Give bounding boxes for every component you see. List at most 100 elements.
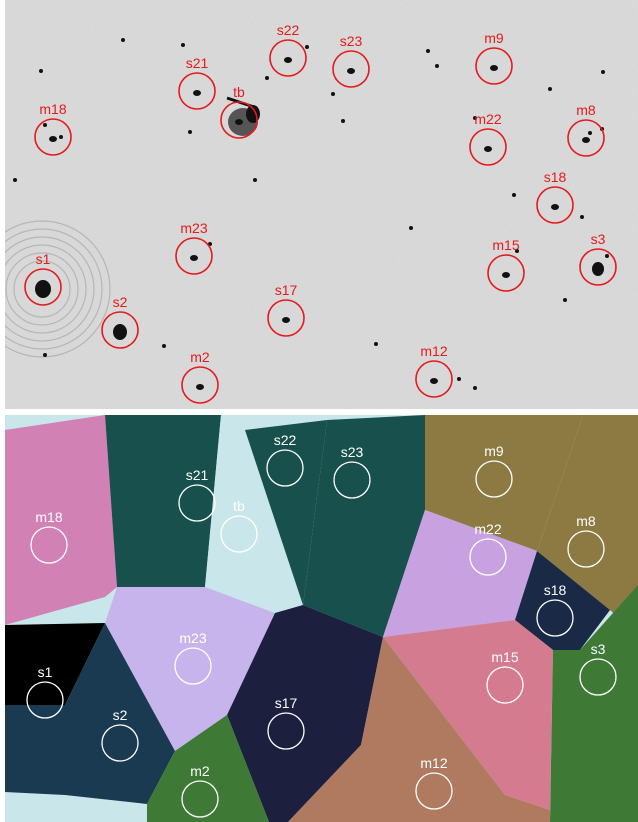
source-circle (567, 119, 605, 157)
region-s2 (5, 623, 175, 804)
star-point (331, 92, 335, 96)
star-point (188, 130, 192, 134)
region-circle (181, 780, 219, 818)
star-point (39, 69, 43, 73)
source-label: m9 (484, 30, 504, 46)
region-marker-s18: s18 (536, 582, 574, 637)
region-circle (469, 538, 507, 576)
source-label: s21 (186, 55, 209, 71)
star-point (162, 344, 166, 348)
source-label: m15 (492, 237, 519, 253)
star-point (473, 386, 477, 390)
star-point (121, 38, 125, 42)
source-marker-m12: m12 (415, 343, 453, 398)
region-label: s1 (38, 664, 53, 680)
region-marker-s1: s1 (26, 664, 64, 719)
region-s17 (227, 605, 383, 822)
source-circle (101, 311, 139, 349)
region-label: m15 (491, 649, 518, 665)
region-marker-m9: m9 (475, 443, 513, 498)
source-blob (49, 136, 57, 142)
source-blob (594, 266, 602, 272)
region-marker-m12: m12 (415, 755, 453, 810)
source-circle (475, 47, 513, 85)
source-marker-tb: tb (220, 84, 258, 139)
star-point (253, 178, 257, 182)
source-label: m12 (420, 343, 447, 359)
star-point (435, 64, 439, 68)
source-blob (430, 378, 438, 384)
source-blob (39, 286, 47, 292)
region-marker-s17: s17 (267, 695, 305, 750)
region-label: m8 (576, 513, 596, 529)
region-s21 (105, 415, 221, 587)
region-label: s23 (341, 444, 364, 460)
source-circle (332, 50, 370, 88)
source-marker-m9: m9 (475, 30, 513, 85)
source-marker-s3: s3 (579, 231, 617, 286)
region-s1 (5, 623, 105, 705)
region-label: s2 (113, 707, 128, 723)
region-label: m22 (474, 521, 501, 537)
star-point (43, 123, 47, 127)
sky-noise-texture (5, 0, 638, 409)
source-circle (175, 237, 213, 275)
region-label: m12 (420, 755, 447, 771)
region-label: s18 (544, 582, 567, 598)
star-point (588, 131, 592, 135)
source-blob (193, 90, 201, 96)
region-marker-s23: s23 (333, 444, 371, 499)
region-m8 (537, 415, 638, 637)
source-label: m18 (39, 101, 66, 117)
star-point (305, 45, 309, 49)
source-label: s22 (277, 22, 300, 38)
region-m9 (425, 415, 583, 551)
region-m2 (147, 715, 269, 822)
source-label: s18 (544, 169, 567, 185)
source-marker-m18: m18 (34, 101, 72, 156)
source-circle (24, 268, 62, 306)
region-circle (220, 515, 258, 553)
source-marker-m2: m2 (181, 349, 219, 404)
region-tb (205, 415, 303, 613)
source-label: s23 (340, 33, 363, 49)
source-blob (116, 329, 124, 335)
region-marker-s3: s3 (579, 641, 617, 696)
region-s22 (245, 420, 327, 605)
region-marker-m15: m15 (486, 649, 524, 704)
source-label: m8 (576, 102, 596, 118)
region-label: tb (233, 498, 245, 514)
region-circle (333, 461, 371, 499)
star-point (512, 193, 516, 197)
source-marker-s1: s1 (24, 251, 62, 306)
region-map-panel: m18 s21 tb s22 s23 m9 m22 m8 s18 m23 s1 s2 s17 m15 s3 m… (5, 415, 638, 822)
source-marker-s2: s2 (101, 294, 139, 349)
region-label: m9 (484, 443, 504, 459)
source-circle (178, 72, 216, 110)
region-marker-s2: s2 (101, 707, 139, 762)
region-m23 (105, 587, 275, 751)
star-point (548, 87, 552, 91)
region-s3 (550, 585, 638, 822)
source-label: s1 (36, 251, 51, 267)
field-stars (13, 38, 609, 390)
region-marker-m23: m23 (174, 630, 212, 685)
region-s23 (303, 415, 425, 637)
source-circle (267, 299, 305, 337)
source-blob (284, 57, 292, 63)
source-marker-m23: m23 (175, 220, 213, 275)
source-blob (582, 137, 590, 143)
source-label: s3 (591, 231, 606, 247)
source-label: tb (233, 84, 245, 100)
source-blob (196, 384, 204, 390)
star-point (580, 215, 584, 219)
star-point (563, 298, 567, 302)
star-point (601, 70, 605, 74)
region-circle (26, 681, 64, 719)
star-point (374, 342, 378, 346)
region-circle (415, 772, 453, 810)
source-circle (469, 128, 507, 166)
region-label: s22 (274, 432, 297, 448)
star-point (426, 49, 430, 53)
